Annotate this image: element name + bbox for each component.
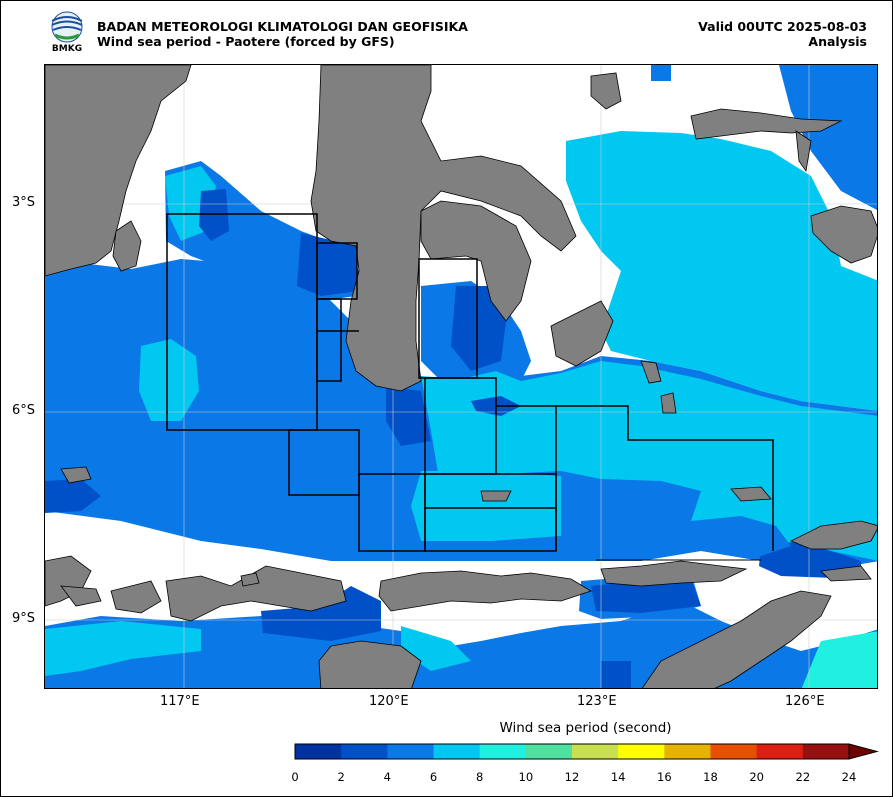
land-sulawesi: [310, 65, 577, 392]
colorbar-bin: [341, 744, 388, 759]
colorbar-border: [294, 743, 850, 760]
colorbar-bin: [479, 744, 527, 759]
map-subtitle: Wind sea period - Paotere (forced by GFS…: [97, 34, 395, 49]
land-flores: [378, 570, 592, 612]
header-right: Valid 00UTC 2025-08-03 Analysis: [698, 19, 867, 49]
agency-title: BADAN METEOROLOGI KLIMATOLOGI DAN GEOFIS…: [97, 19, 468, 34]
lon-tick-117: 117°E: [160, 694, 200, 709]
colorbar-tick-label: 6: [429, 770, 438, 784]
land-borneo: [45, 65, 192, 277]
zone-box: [418, 258, 478, 379]
colorbar-tick-label: 20: [749, 770, 764, 784]
colorbar-bin: [295, 744, 342, 759]
colorbar-bin: [572, 744, 619, 759]
lon-tick-123: 123°E: [577, 694, 617, 709]
colorbar-tick-label: 10: [518, 770, 534, 784]
colorbar-tick-label: 4: [383, 770, 391, 784]
colorbar-tick-label: 22: [795, 770, 811, 784]
forecast-zone-boundaries: [166, 213, 774, 561]
header-left: BADAN METEOROLOGI KLIMATOLOGI DAN GEOFIS…: [97, 19, 468, 49]
colorbar-bin: [433, 744, 481, 759]
land-masses: [45, 65, 877, 688]
wind-sea-period-field: [45, 65, 877, 688]
bmkg-logo: BMKG: [47, 11, 87, 56]
lat-tick-9s: 9°S: [12, 611, 36, 626]
colorbar-bin: [756, 744, 804, 759]
colorbar-bin: [664, 744, 711, 759]
colorbar: [294, 743, 879, 760]
colorbar-title: Wind sea period (second): [499, 720, 672, 736]
bmkg-logo-icon: [51, 11, 83, 43]
colorbar-tick-label: 8: [475, 770, 484, 784]
lon-tick-120: 120°E: [369, 694, 409, 709]
zone-box: [288, 429, 360, 496]
colorbar-tick-label: 12: [564, 770, 580, 784]
land-sumba: [318, 640, 422, 688]
colorbar-tick-label: 2: [337, 770, 345, 784]
zone-box: [316, 298, 342, 382]
land-sumbawa: [165, 565, 347, 622]
valid-time: Valid 00UTC 2025-08-03: [698, 19, 867, 34]
colorbar-tick-label: 24: [841, 770, 857, 784]
colorbar-bin: [618, 744, 665, 759]
lon-tick-126: 126°E: [785, 694, 825, 709]
colorbar-bin: [387, 744, 434, 759]
lat-tick-3s: 3°S: [12, 195, 36, 210]
colorbar-bin: [710, 744, 758, 759]
colorbar-tick-label: 18: [703, 770, 718, 784]
analysis-label: Analysis: [808, 34, 867, 49]
logo-text: BMKG: [51, 44, 83, 54]
colorbar-tick-label: 0: [291, 770, 299, 784]
map-panel: [44, 64, 878, 689]
lat-tick-6s: 6°S: [12, 403, 36, 418]
map-canvas: [45, 65, 877, 688]
colorbar-bin: [525, 744, 573, 759]
colorbar-tick-label: 14: [610, 770, 626, 784]
zone-box: [496, 405, 774, 551]
land-timor: [641, 590, 832, 688]
colorbar-tick-label: 16: [657, 770, 672, 784]
colorbar-extend-arrow: [848, 743, 879, 760]
colorbar-bin: [802, 744, 850, 759]
